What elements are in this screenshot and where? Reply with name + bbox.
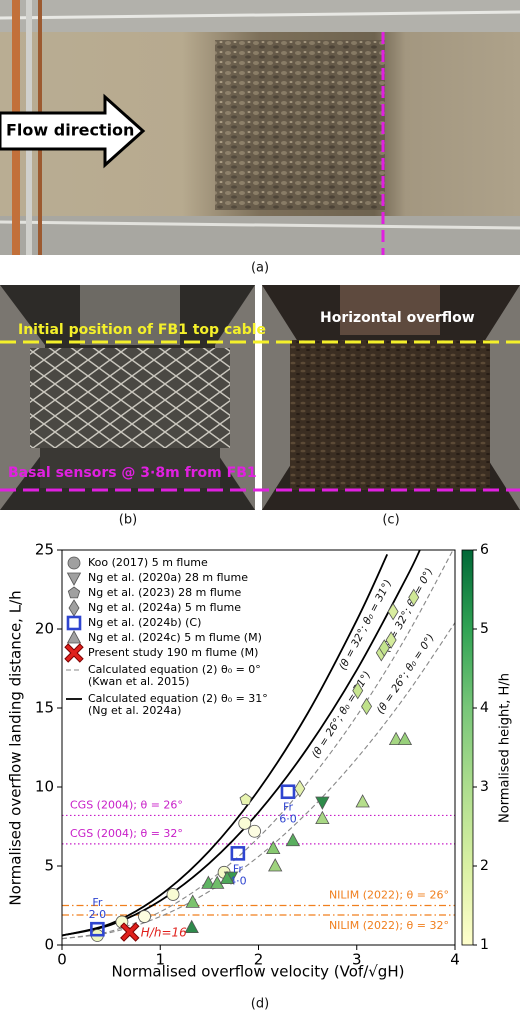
point bbox=[230, 846, 246, 861]
point bbox=[185, 894, 200, 908]
legend-label: Ng et al. (2024a) 5 m flume bbox=[88, 601, 241, 614]
point bbox=[352, 681, 364, 700]
colorbar-tick-label: 1 bbox=[480, 937, 489, 953]
point-label: 4·0 bbox=[229, 874, 247, 887]
curve-label: (θ = 26°; θ₀ = 31°) bbox=[310, 669, 374, 760]
reference-label: NILIM (2022); θ = 26° bbox=[329, 889, 449, 902]
legend-marker bbox=[68, 599, 80, 617]
point bbox=[266, 840, 281, 855]
reference-label: NILIM (2022); θ = 32° bbox=[329, 919, 449, 932]
legend-marker bbox=[67, 556, 81, 570]
point bbox=[361, 697, 373, 716]
legend-marker bbox=[66, 630, 82, 644]
arrow-text: Flow direction bbox=[6, 121, 134, 140]
point bbox=[210, 875, 225, 889]
colorbar-tick-label: 2 bbox=[480, 858, 489, 874]
reference-label: CGS (2004); θ = 26° bbox=[70, 798, 183, 811]
point bbox=[238, 816, 252, 830]
colorbar bbox=[461, 549, 474, 946]
y-tick-label: 0 bbox=[44, 936, 54, 954]
point bbox=[184, 919, 199, 934]
y-tick-label: 25 bbox=[35, 541, 54, 559]
y-tick-label: 10 bbox=[35, 778, 54, 796]
legend-label: Calculated equation (2) θ₀ = 31° bbox=[88, 692, 268, 705]
caption: (c) bbox=[382, 513, 399, 528]
point-label: 6·0 bbox=[279, 813, 297, 826]
photo-a: Flow direction bbox=[0, 0, 520, 255]
caption: (d) bbox=[251, 997, 269, 1012]
point bbox=[378, 639, 390, 657]
legend-label: Present study 190 m flume (M) bbox=[88, 646, 258, 659]
point bbox=[355, 794, 370, 808]
point bbox=[138, 910, 151, 923]
point bbox=[315, 810, 330, 824]
point bbox=[90, 921, 105, 937]
point bbox=[268, 858, 283, 872]
point bbox=[294, 779, 306, 798]
y-tick-label: 15 bbox=[35, 699, 54, 717]
y-tick-label: 5 bbox=[44, 857, 54, 875]
x-tick-label: 3 bbox=[352, 951, 362, 969]
curve-label: (θ = 32°; θ₀ = 31°) bbox=[337, 578, 394, 672]
point bbox=[387, 602, 399, 621]
point bbox=[219, 870, 235, 885]
legend-label: Ng et al. (2024c) 5 m flume (M) bbox=[88, 631, 262, 644]
colorbar-label: Normalised height, H/h bbox=[498, 673, 513, 823]
point bbox=[248, 824, 261, 838]
point bbox=[280, 784, 296, 800]
point-label: H/h=16 bbox=[141, 926, 187, 940]
overlay-text: Initial position of FB1 top cable bbox=[18, 322, 266, 338]
x-tick-label: 0 bbox=[57, 951, 67, 969]
legend-marker bbox=[66, 615, 82, 631]
point bbox=[166, 888, 180, 901]
calculated-curve bbox=[62, 622, 455, 940]
colorbar-tick-label: 3 bbox=[480, 779, 489, 795]
colorbar-tick-label: 4 bbox=[480, 700, 489, 716]
legend-marker bbox=[67, 586, 81, 599]
point bbox=[201, 875, 216, 889]
point-label: Fr bbox=[92, 896, 103, 909]
x-tick-label: 4 bbox=[450, 951, 460, 969]
point bbox=[385, 631, 397, 649]
point bbox=[408, 588, 420, 607]
legend-label: Ng et al. (2024b) (C) bbox=[88, 616, 201, 629]
photo-b bbox=[0, 285, 255, 510]
point-label: Fr bbox=[233, 862, 244, 875]
overlay-text: Basal sensors @ 3·8m from FB1 bbox=[8, 465, 257, 481]
overlay-text: Horizontal overflow bbox=[320, 310, 475, 326]
point bbox=[397, 731, 413, 745]
colorbar-tick-label: 6 bbox=[480, 542, 489, 558]
point-label: Fr bbox=[283, 801, 294, 814]
calculated-curve bbox=[62, 550, 454, 940]
caption: (b) bbox=[119, 513, 137, 528]
point bbox=[285, 832, 301, 847]
legend-label: Ng et al. (2023) 28 m flume bbox=[88, 586, 241, 599]
legend-label: Koo (2017) 5 m flume bbox=[88, 556, 208, 569]
legend-label: (Kwan et al. 2015) bbox=[88, 675, 189, 688]
point bbox=[388, 731, 404, 745]
legend-marker bbox=[66, 572, 82, 586]
caption: (a) bbox=[251, 261, 269, 276]
y-axis-label: Normalised overflow landing distance, L/… bbox=[7, 590, 25, 905]
point-label: 2·0 bbox=[89, 908, 107, 921]
legend-label: Ng et al. (2020a) 28 m flume bbox=[88, 571, 248, 584]
legend-label: (Ng et al. 2024a) bbox=[88, 704, 181, 717]
point bbox=[120, 922, 140, 942]
reference-label: CGS (2004); θ = 32° bbox=[70, 827, 183, 840]
point bbox=[239, 793, 252, 805]
x-tick-label: 2 bbox=[254, 951, 264, 969]
y-tick-label: 20 bbox=[35, 620, 54, 638]
legend-label: Calculated equation (2) θ₀ = 0° bbox=[88, 663, 261, 676]
x-tick-label: 1 bbox=[155, 951, 165, 969]
legend-marker bbox=[64, 643, 84, 663]
point bbox=[315, 796, 330, 810]
colorbar-tick-label: 5 bbox=[480, 621, 489, 637]
x-axis-label: Normalised overflow velocity (Vof/√gH) bbox=[112, 963, 405, 981]
